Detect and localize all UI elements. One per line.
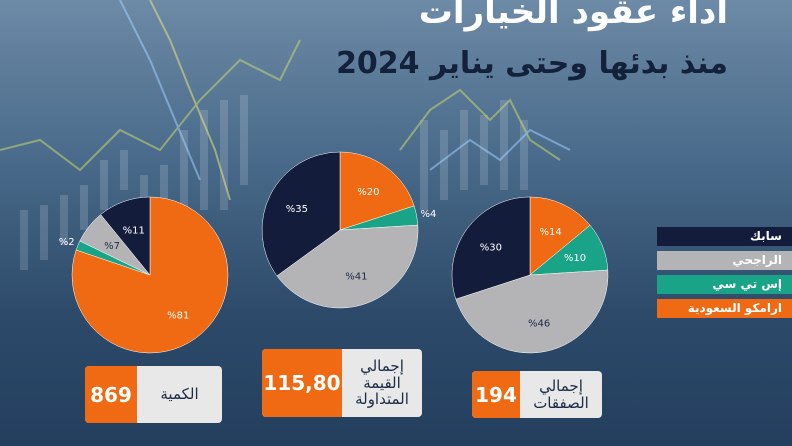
pie-2-slice-aramco [339, 151, 415, 231]
card-quantity-value: 869 [85, 366, 137, 423]
card-deals-label: إجمالي الصفقات [533, 377, 589, 412]
pie-2-slice-alrajhi [276, 224, 419, 309]
legend-label-sabic: سابك [750, 229, 782, 243]
card-traded-value: 115,80 إجمالي القيمة المتداولة [262, 349, 422, 417]
pie-3-slice-aramco [529, 196, 591, 276]
pie-3-slice-alrajhi [455, 269, 609, 354]
card-traded-value-label: إجمالي القيمة المتداولة [355, 357, 409, 409]
pie-2-slice-sabic [261, 151, 341, 277]
legend: سابك الراجحي إس تي سي ارامكو السعودية [657, 227, 792, 323]
pie-chart-2: %20 %4 %41 %35 [261, 151, 436, 309]
page-title: اداء عقود الخيارات [418, 0, 728, 32]
pie-2-label-stc: %4 [420, 209, 436, 220]
card-deals: 194 إجمالي الصفقات [472, 371, 602, 418]
legend-label-aramco: ارامكو السعودية [687, 301, 782, 315]
pie-3-slice-sabic [451, 196, 531, 300]
page-subtitle: منذ بدئها وحتى يناير 2024 [336, 46, 728, 81]
pie-chart-3: %14 %10 %46 %30 [451, 196, 609, 354]
legend-label-alrajhi: الراجحي [732, 253, 782, 267]
pie-2-label-alrajhi: %41 [345, 272, 367, 283]
card-traded-value-value: 115,80 [262, 349, 342, 417]
pie-2-label-sabic: %35 [286, 204, 308, 215]
pie-chart-1: %81 %2 %7%11 [59, 196, 229, 354]
pie-3-label-alrajhi: %46 [528, 319, 550, 330]
pie-1-label-aramco: %81 [167, 310, 189, 321]
pie-3-label-sabic: %30 [480, 243, 502, 254]
pie-2-label-aramco: %20 [357, 187, 379, 198]
pie-1-label-sabic: %11 [123, 225, 145, 236]
legend-item-sabic: سابك [657, 227, 792, 246]
legend-label-stc: إس تي سي [712, 277, 782, 291]
legend-item-stc: إس تي سي [657, 275, 792, 294]
card-deals-value: 194 [472, 371, 520, 418]
pie-3-label-aramco: %14 [539, 227, 561, 238]
card-quantity-label: الكمية [160, 385, 199, 404]
pie-1-label-stc: %2 [59, 237, 75, 248]
pie-1-slice-sabic [100, 196, 151, 276]
pie-1-label-alrajhi: %7 [104, 241, 120, 252]
card-quantity: 869 الكمية [85, 366, 222, 423]
pie-3-label-stc: %10 [564, 253, 586, 264]
legend-item-aramco: ارامكو السعودية [657, 299, 792, 318]
legend-item-alrajhi: الراجحي [657, 251, 792, 270]
